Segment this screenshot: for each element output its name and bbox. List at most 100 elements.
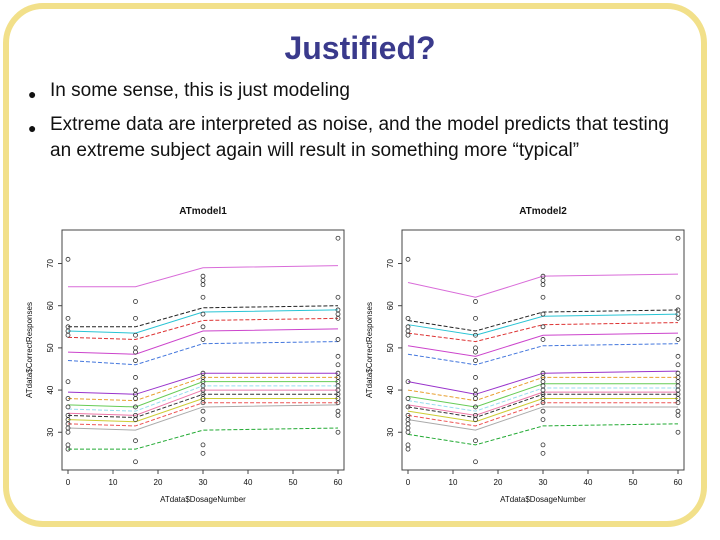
- data-point: [540, 400, 546, 406]
- data-point: [65, 256, 71, 262]
- data-point: [335, 362, 341, 368]
- bullet-item: ● In some sense, this is just modeling: [28, 78, 688, 104]
- bullet-dot-icon: ●: [28, 86, 37, 102]
- chart-atmodel2: ATmodel2 0 10 20 30 40 50 60 30 40 50 60 70 ATdata$Do…: [365, 206, 685, 504]
- x-axis-label: ATdata$DosageNumber: [160, 495, 246, 504]
- data-point: [65, 315, 71, 321]
- plot-frame: [401, 229, 685, 471]
- y-tick-label: 40: [386, 385, 395, 394]
- series-line: [68, 427, 339, 450]
- data-point: [405, 442, 411, 448]
- y-axis-label: ATdata$CorrectResponses: [365, 302, 374, 398]
- data-point: [675, 379, 681, 385]
- data-point: [405, 332, 411, 338]
- x-tick-label: 40: [584, 478, 593, 487]
- x-tick-label: 0: [66, 478, 71, 487]
- data-point: [675, 294, 681, 300]
- series-line: [67, 385, 338, 412]
- data-point: [133, 459, 138, 465]
- slide-frame: [3, 3, 707, 527]
- data-point: [675, 429, 681, 435]
- data-point: [405, 396, 411, 401]
- data-point: [200, 337, 206, 342]
- y-tick-label: 50: [46, 343, 55, 352]
- data-point: [200, 282, 206, 288]
- data-point: [133, 358, 138, 363]
- series-line: [407, 309, 679, 332]
- data-point: [473, 396, 478, 401]
- y-tick-label: 70: [46, 259, 55, 268]
- data-point: [405, 425, 411, 431]
- x-tick-label: 50: [629, 478, 638, 487]
- series-line: [67, 376, 338, 402]
- x-tick-label: 10: [449, 478, 458, 487]
- chart-atmodel1: ATmodel1 0 10 20 30 40 50 60 30 40 50 60 70 ATdata$Do…: [25, 206, 345, 504]
- data-point: [473, 299, 478, 304]
- data-point: [133, 396, 138, 401]
- data-point: [335, 311, 341, 317]
- data-point: [675, 315, 681, 321]
- series-line: [407, 313, 679, 336]
- series-line: [407, 387, 678, 412]
- data-point: [133, 417, 138, 423]
- series-line: [67, 317, 339, 340]
- x-tick-label: 60: [674, 478, 683, 487]
- data-point: [675, 387, 681, 393]
- series-line: [67, 402, 338, 427]
- data-point: [473, 417, 478, 423]
- data-point: [200, 408, 206, 414]
- data-point: [200, 294, 206, 300]
- data-point: [675, 400, 681, 406]
- data-point: [540, 294, 546, 300]
- data-point: [405, 446, 411, 452]
- data-point: [133, 438, 138, 444]
- data-point: [65, 429, 71, 435]
- series-line: [67, 393, 338, 418]
- series-line: [68, 265, 339, 288]
- data-point: [200, 442, 206, 448]
- data-point: [405, 404, 411, 410]
- data-point: [335, 353, 341, 359]
- y-tick-label: 30: [46, 427, 55, 436]
- y-axis-label: ATdata$CorrectResponses: [25, 302, 34, 398]
- series-line: [407, 383, 678, 408]
- data-point: [473, 438, 478, 444]
- data-point: [200, 450, 206, 456]
- bullet-text: In some sense, this is just modeling: [50, 80, 350, 101]
- series-line: [407, 398, 678, 423]
- x-tick-label: 20: [154, 478, 163, 487]
- data-point: [405, 421, 411, 427]
- data-point: [200, 324, 206, 330]
- data-point: [675, 235, 681, 241]
- data-point: [675, 412, 681, 418]
- data-point: [473, 345, 478, 351]
- data-point: [473, 404, 478, 410]
- data-point: [540, 442, 546, 448]
- y-tick-label: 50: [386, 343, 395, 352]
- data-point: [540, 311, 546, 317]
- data-point: [65, 404, 71, 410]
- data-point: [133, 349, 138, 355]
- data-point: [473, 332, 478, 338]
- data-point: [675, 362, 681, 368]
- bullet-text: Extreme data are interpreted as noise, a…: [50, 114, 669, 161]
- data-point: [200, 311, 206, 317]
- data-point: [335, 235, 341, 241]
- data-point: [133, 299, 138, 304]
- data-point: [675, 408, 681, 414]
- data-point: [540, 337, 546, 342]
- data-point: [540, 450, 546, 456]
- data-point: [200, 417, 206, 423]
- y-tick-label: 60: [46, 301, 55, 310]
- y-tick-label: 30: [386, 427, 395, 436]
- data-point: [405, 328, 411, 334]
- series-line: [67, 381, 338, 408]
- y-tick-label: 60: [386, 301, 395, 310]
- data-point: [200, 278, 206, 283]
- data-point: [540, 278, 546, 283]
- data-point: [540, 417, 546, 423]
- x-tick-label: 30: [199, 478, 208, 487]
- data-point: [65, 332, 71, 338]
- x-tick-label: 0: [406, 478, 411, 487]
- series-line: [407, 273, 679, 298]
